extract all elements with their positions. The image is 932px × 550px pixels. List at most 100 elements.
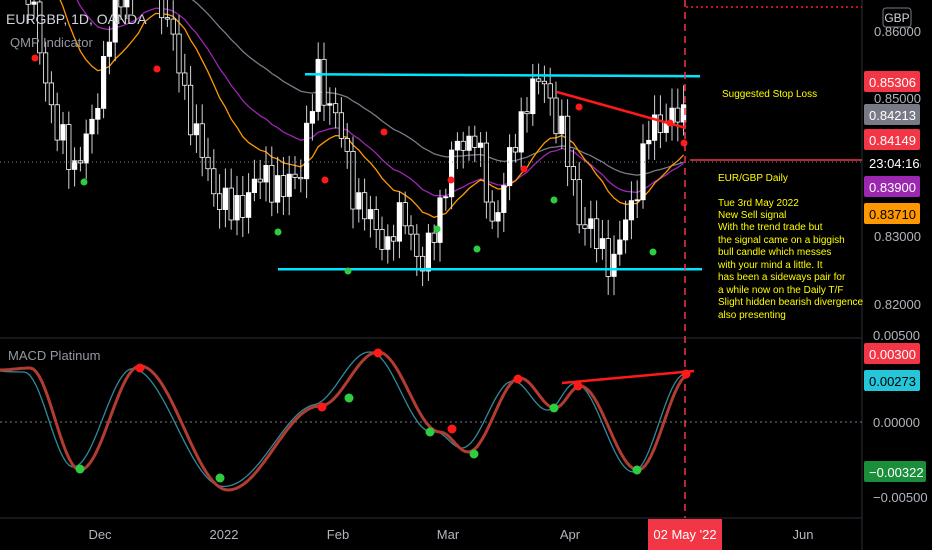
buy-signal-dot[interactable] (649, 248, 657, 256)
bull-candle[interactable] (274, 175, 281, 203)
macd-sell-dot[interactable] (447, 424, 457, 434)
bear-candle[interactable] (170, 18, 176, 35)
bear-candle[interactable] (524, 111, 530, 115)
bear-candle[interactable] (489, 201, 495, 222)
macd-buy-dot[interactable] (469, 449, 479, 459)
time-axis[interactable]: Dec 2022 Feb Mar Apr Jun 02 May '22 (88, 519, 813, 550)
sell-signal-dot[interactable] (666, 119, 674, 127)
sell-signal-dot[interactable] (380, 128, 388, 136)
macd-axis[interactable]: 0.00500 0.00000 −0.00500 0.00300 0.00273 −0.0… (864, 328, 928, 505)
bull-candle[interactable] (640, 143, 646, 201)
bull-candle[interactable] (454, 140, 461, 151)
bear-candle[interactable] (547, 83, 553, 99)
bull-candle[interactable] (623, 219, 629, 241)
bull-candle[interactable] (477, 142, 484, 148)
macd-sell-dot[interactable] (317, 402, 327, 412)
bear-candle[interactable] (350, 150, 356, 210)
macd-sell-dot[interactable] (513, 374, 523, 384)
bear-candle[interactable] (176, 33, 182, 74)
bear-candle[interactable] (512, 147, 519, 153)
bull-candle[interactable] (506, 147, 513, 187)
bull-candle[interactable] (101, 55, 107, 109)
bull-candle[interactable] (83, 133, 89, 164)
bull-candle[interactable] (95, 107, 101, 120)
bear-candle[interactable] (390, 236, 397, 242)
bear-candle[interactable] (570, 166, 577, 181)
macd-divergence-line[interactable] (561, 369, 695, 385)
bull-candle[interactable] (327, 103, 333, 106)
macd-buy-dot[interactable] (549, 403, 559, 413)
price-trendline[interactable] (556, 90, 687, 130)
bull-candle[interactable] (652, 114, 658, 141)
bear-candle[interactable] (419, 255, 426, 272)
bull-candle[interactable] (501, 185, 507, 213)
macd-buy-dot[interactable] (425, 427, 435, 437)
bear-candle[interactable] (298, 176, 304, 180)
macd-buy-dot[interactable] (632, 465, 642, 475)
bull-candle[interactable] (617, 239, 623, 255)
sell-signal-dot[interactable] (520, 165, 528, 173)
bear-candle[interactable] (199, 123, 205, 158)
sell-signal-dot[interactable] (153, 65, 161, 73)
buy-signal-dot[interactable] (473, 245, 481, 253)
bull-candle[interactable] (89, 118, 95, 135)
bear-candle[interactable] (321, 58, 327, 106)
bull-candle[interactable] (588, 218, 594, 229)
bear-candle[interactable] (576, 179, 582, 226)
bull-candle[interactable] (112, 0, 118, 43)
bear-candle[interactable] (332, 103, 339, 114)
bull-candle[interactable] (437, 197, 443, 243)
bull-candle[interactable] (518, 111, 524, 153)
bear-candle[interactable] (118, 0, 124, 8)
bear-candle[interactable] (240, 195, 246, 218)
sell-signal-dot[interactable] (31, 54, 39, 62)
macd-sell-dot[interactable] (681, 369, 691, 379)
bear-candle[interactable] (54, 104, 60, 141)
macd-buy-dot[interactable] (75, 464, 85, 474)
bull-candle[interactable] (31, 1, 37, 5)
bull-candle[interactable] (385, 236, 391, 250)
bull-candle[interactable] (495, 212, 501, 222)
bull-candle[interactable] (251, 178, 257, 194)
buy-signal-dot[interactable] (274, 228, 282, 236)
bear-candle[interactable] (565, 115, 571, 167)
bear-candle[interactable] (187, 84, 194, 136)
bull-candle[interactable] (367, 209, 374, 220)
macd-pane[interactable] (0, 348, 862, 492)
bull-candle[interactable] (72, 160, 78, 170)
bear-candle[interactable] (338, 112, 345, 139)
sell-signal-dot[interactable] (447, 176, 455, 184)
bear-candle[interactable] (216, 193, 223, 210)
bull-candle[interactable] (396, 202, 403, 242)
bear-candle[interactable] (164, 17, 170, 20)
bear-candle[interactable] (402, 202, 408, 227)
macd-sell-dot[interactable] (573, 381, 583, 391)
bull-candle[interactable] (106, 41, 112, 57)
bear-candle[interactable] (541, 80, 548, 85)
bear-candle[interactable] (657, 114, 664, 133)
currency-badge[interactable] (882, 7, 912, 28)
bull-candle[interactable] (443, 196, 449, 199)
sell-signal-dot[interactable] (321, 176, 329, 184)
sell-signal-dot[interactable] (680, 139, 688, 147)
bull-candle[interactable] (245, 192, 252, 218)
buy-signal-dot[interactable] (433, 225, 441, 233)
bear-candle[interactable] (414, 233, 420, 257)
bear-candle[interactable] (292, 173, 298, 178)
bear-candle[interactable] (205, 156, 211, 170)
buy-signal-dot[interactable] (550, 196, 558, 204)
macd-buy-dot[interactable] (344, 393, 354, 403)
bull-candle[interactable] (425, 232, 432, 272)
bull-candle[interactable] (530, 78, 536, 115)
bear-candle[interactable] (211, 168, 217, 195)
bull-candle[interactable] (611, 253, 617, 277)
macd-sell-dot[interactable] (135, 363, 145, 373)
bear-candle[interactable] (48, 82, 55, 106)
bear-candle[interactable] (257, 178, 263, 183)
macd-sell-dot[interactable] (373, 348, 383, 358)
bull-candle[interactable] (634, 199, 640, 202)
bull-candle[interactable] (599, 238, 606, 249)
bull-candle[interactable] (193, 123, 199, 136)
bear-candle[interactable] (594, 218, 600, 249)
